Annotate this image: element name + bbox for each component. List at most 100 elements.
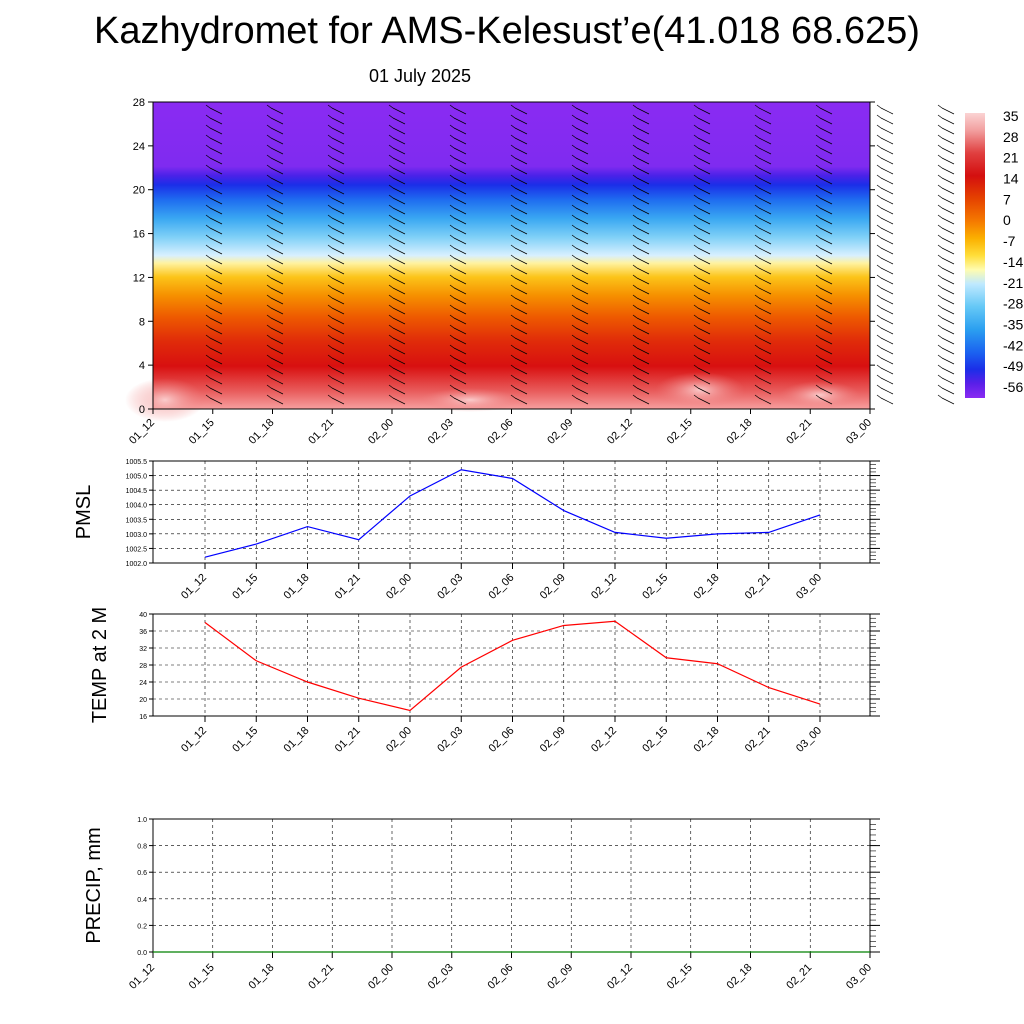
wind-barb-flag [510,194,516,199]
wind-barb-flag [632,344,638,349]
wind-barb [209,247,223,255]
wind-barb [514,247,528,255]
wind-barb [392,217,406,225]
wind-barb [758,397,772,405]
wind-barb-flag [510,374,516,379]
wind-barb [819,237,833,245]
wind-barb-flag [815,214,821,219]
wind-barb [697,337,711,345]
x-tick-label: 02_21 [743,572,773,602]
wind-barb-flag [388,394,394,399]
wind-barb-flag [388,184,394,189]
wind-barb [514,287,528,295]
wind-barb-flag [205,334,211,339]
wind-barb [209,177,223,185]
colorbar-label: 35 [1003,108,1019,124]
wind-barb [392,317,406,325]
wind-barb-flag [449,234,455,239]
wind-barb [697,267,711,275]
wind-barb-flag [937,394,943,399]
wind-barb [514,197,528,205]
wind-barb-flag [754,314,760,319]
wind-barb-flag [754,174,760,179]
wind-barb [941,377,955,385]
x-tick-label: 02_21 [784,962,814,992]
wind-barb [880,207,894,215]
wind-barb-flag [632,234,638,239]
wind-barb-flag [754,134,760,139]
wind-barb [453,187,467,195]
heatmap-warm-spot [420,388,520,412]
x-tick-label: 01_15 [187,417,217,447]
wind-barb [819,107,833,115]
wind-barb [270,367,284,375]
x-tick-label: 01_15 [230,725,260,755]
x-tick-label: 01_18 [282,725,312,755]
wind-barb [819,217,833,225]
x-tick-label: 01_21 [333,572,363,602]
wind-barb-flag [449,284,455,289]
y-tick-label: 1002.0 [126,561,148,568]
wind-barb [941,277,955,285]
colorbar-label: 14 [1003,171,1019,187]
wind-barb [636,357,650,365]
wind-barb [941,227,955,235]
wind-barb-flag [693,234,699,239]
wind-barb [209,257,223,265]
wind-barb [270,307,284,315]
y-tick-label: 0.2 [137,923,147,930]
wind-barb [697,127,711,135]
wind-barb-flag [693,224,699,229]
y-tick-label: 16 [133,229,145,241]
wind-barb-flag [327,304,333,309]
y-tick-label: 1005.0 [126,474,148,481]
wind-barb-flag [815,354,821,359]
wind-barb-flag [571,164,577,169]
wind-barb-flag [327,294,333,299]
wind-barb [697,107,711,115]
wind-barb [636,327,650,335]
wind-barb-flag [632,264,638,269]
wind-barb-flag [876,204,882,209]
y-tick-label: 28 [139,663,147,670]
wind-barb-flag [266,174,272,179]
wind-barb [636,267,650,275]
wind-barb [575,337,589,345]
wind-barb-flag [937,374,943,379]
x-tick-label: 02_00 [384,572,414,602]
wind-barb-flag [754,344,760,349]
wind-barb-flag [937,194,943,199]
wind-barb-flag [632,314,638,319]
wind-barb-flag [754,264,760,269]
wind-barb-flag [571,214,577,219]
wind-barb [392,257,406,265]
wind-barb-flag [693,144,699,149]
wind-barb [392,347,406,355]
wind-barb-flag [876,384,882,389]
wind-barb-flag [815,204,821,209]
wind-barb [758,217,772,225]
wind-barb [575,387,589,395]
wind-barb-flag [815,114,821,119]
wind-barb-flag [937,244,943,249]
x-tick-label: 02_06 [486,417,516,447]
wind-barb [270,127,284,135]
wind-barb [758,307,772,315]
panel-frame [152,613,871,717]
wind-barb-flag [449,174,455,179]
x-tick-label: 02_06 [487,725,517,755]
wind-barb-flag [937,294,943,299]
x-tick-label: 02_00 [366,962,396,992]
wind-barb [697,237,711,245]
wind-barb [331,277,345,285]
wind-barb-flag [754,284,760,289]
wind-barb-flag [937,284,943,289]
wind-barb-flag [510,214,516,219]
wind-barb [514,397,528,405]
x-tick-label: 01_18 [247,962,277,992]
wind-barb [514,337,528,345]
wind-barb [941,177,955,185]
wind-barb-flag [205,124,211,129]
wind-barb [209,277,223,285]
wind-barb-flag [510,394,516,399]
